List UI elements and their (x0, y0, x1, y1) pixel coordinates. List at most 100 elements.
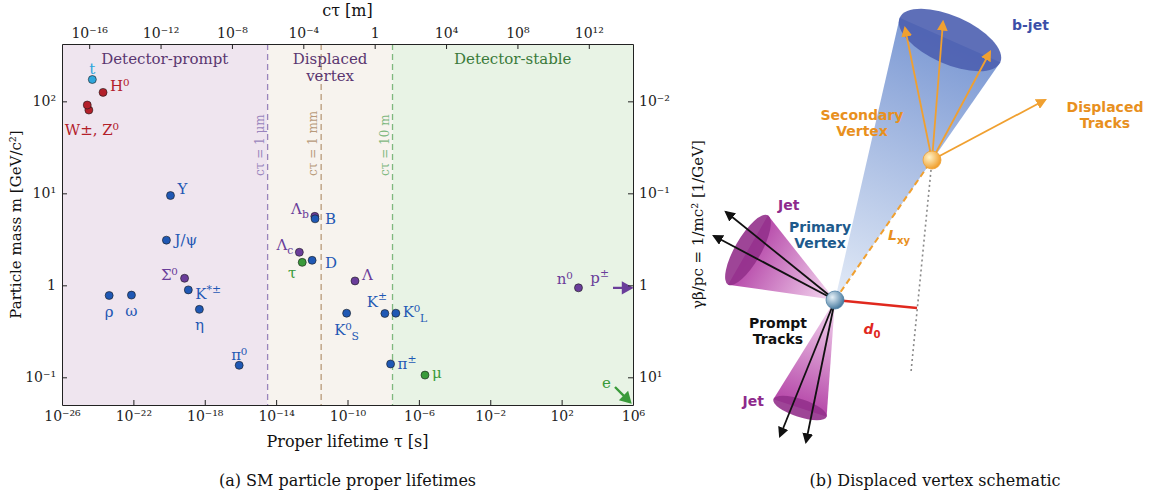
label-main: Λ (275, 236, 287, 254)
diagram-label-line: Tracks (753, 331, 803, 347)
impact-parameter-label: d0 (863, 321, 880, 340)
point-label: H⁰ (110, 77, 129, 95)
tick-label: 10⁸ (506, 25, 530, 41)
label-main: p (590, 269, 600, 287)
point (387, 360, 395, 368)
point (162, 236, 170, 244)
tick-label: 10⁻¹⁰ (330, 408, 367, 424)
point-label: ρ (105, 303, 114, 321)
region (62, 44, 268, 405)
tick-mark (375, 44, 376, 49)
tick: 10⁻⁴ (288, 25, 319, 49)
tick: 10⁻² (475, 400, 506, 424)
label-main: Υ (176, 180, 188, 198)
point (184, 286, 192, 294)
point-label: W±, Z⁰ (65, 121, 119, 139)
label-main: τ (288, 264, 296, 282)
prompt-track (806, 300, 835, 442)
tick-label: 10¹ (639, 369, 662, 385)
label-main: ρ (105, 303, 114, 321)
tick-mark (62, 285, 67, 286)
tick-mark (232, 44, 233, 49)
tick-mark (628, 377, 633, 378)
tick: 10⁴ (435, 25, 459, 49)
label-main: n⁰ (557, 270, 573, 288)
tick-mark (62, 377, 67, 378)
label-sub: xy (897, 235, 911, 246)
point-label: π± (398, 353, 417, 373)
tick-label: 1 (47, 277, 56, 293)
jet-cap (717, 209, 779, 291)
point-label: K⁰S (334, 321, 359, 343)
tick-label: 10⁻²⁶ (44, 408, 81, 424)
reference-line (320, 44, 321, 405)
label-main: π⁰ (231, 346, 247, 364)
tick-label: 10¹² (575, 25, 604, 41)
point (99, 88, 107, 96)
label-sup: *± (207, 283, 221, 296)
diagram-label: PromptTracks (749, 315, 807, 347)
tick-mark (133, 400, 134, 405)
tick-mark (517, 44, 518, 49)
label-main: t (89, 60, 95, 78)
point-label: μ (432, 364, 442, 382)
diagram-label: SecondaryVertex (821, 107, 904, 139)
tick: 10² (33, 93, 67, 109)
label-sub: L (420, 312, 427, 325)
tick-label: 10² (33, 93, 56, 109)
tick-mark (276, 400, 277, 405)
diagram-label-line: Vertex (836, 123, 888, 139)
axis-line (63, 405, 634, 406)
reference-line-label: cτ = 10 m (378, 114, 392, 176)
point (166, 192, 174, 200)
points (83, 76, 631, 402)
tick-label: 1 (371, 25, 380, 41)
tick: 10⁻² (628, 93, 670, 109)
label-sub: b (302, 208, 309, 221)
tick: 10¹ (628, 369, 662, 385)
diagram-label-line: Tracks (1080, 115, 1130, 131)
label-main: H⁰ (110, 77, 129, 95)
label-main: D (325, 254, 337, 272)
region-label: Detector-prompt (101, 50, 228, 68)
vertex (826, 291, 844, 309)
point (298, 258, 306, 266)
axis-line (62, 45, 63, 406)
arrow-marker (613, 283, 631, 292)
point-label: Σ⁰ (161, 266, 178, 284)
tick-mark (303, 44, 304, 49)
point-label: Λc (275, 236, 293, 258)
diagram-label-line: Secondary (821, 107, 904, 123)
tick: 10⁸ (506, 25, 530, 49)
label-main: ω (125, 302, 137, 320)
point-label: n⁰ (557, 270, 573, 288)
tick: 10¹² (575, 25, 604, 49)
point-label: π⁰ (231, 346, 247, 364)
axis-line (633, 45, 634, 406)
tick: 10⁻¹⁸ (187, 400, 224, 424)
region-label-line: Displaced (293, 50, 368, 68)
tick-mark (348, 400, 349, 405)
reference-line (267, 44, 268, 405)
point-label: J/ψ (172, 231, 197, 249)
label-main: K⁰ (334, 321, 351, 339)
tick-label: 10⁻²² (116, 408, 152, 424)
label-main: η (195, 316, 204, 334)
tick: 10⁻⁶ (404, 400, 435, 424)
region (393, 44, 633, 405)
tick-label: 10⁻¹ (25, 369, 56, 385)
tick-label: 10¹ (33, 185, 56, 201)
point-label: K*± (195, 283, 221, 303)
region-label: Displacedvertex (293, 50, 368, 85)
tick-mark (628, 285, 633, 286)
point (311, 215, 319, 223)
point-label: Λb (290, 200, 309, 222)
tick-mark (628, 101, 633, 102)
diagram-label: Jet (777, 197, 800, 213)
label-main: e (602, 374, 611, 392)
label-main: L (888, 227, 897, 243)
label-main: K⁰ (403, 303, 420, 321)
diagram-label-line: Prompt (749, 315, 807, 331)
x2-axis-title: cτ [m] (322, 1, 373, 20)
label-sub: S (352, 330, 359, 343)
